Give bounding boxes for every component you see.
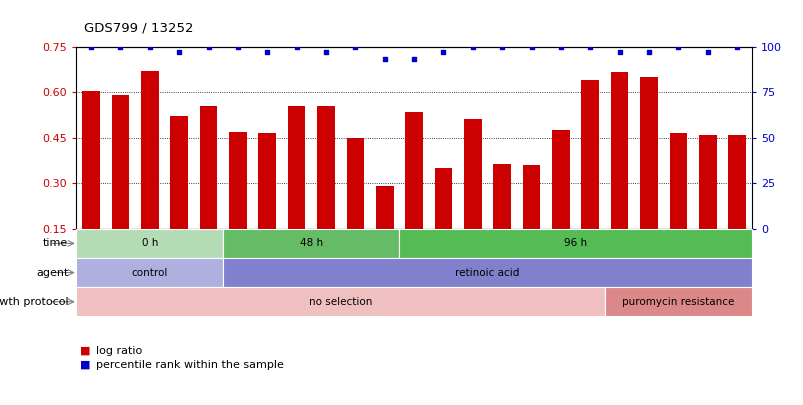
Point xyxy=(554,43,567,50)
Bar xyxy=(76,229,223,258)
Point xyxy=(173,49,185,55)
Bar xyxy=(112,95,129,229)
Bar xyxy=(223,229,399,258)
Text: no selection: no selection xyxy=(308,297,372,307)
Text: time: time xyxy=(43,239,68,248)
Bar xyxy=(581,80,598,229)
Point xyxy=(260,49,273,55)
Text: ■: ■ xyxy=(80,360,91,370)
Point xyxy=(671,43,684,50)
Bar xyxy=(399,229,751,258)
Text: 0 h: 0 h xyxy=(141,239,157,248)
Bar xyxy=(76,287,604,316)
Bar xyxy=(170,117,188,229)
Text: 96 h: 96 h xyxy=(563,239,586,248)
Point xyxy=(583,43,596,50)
Bar xyxy=(552,130,569,229)
Bar xyxy=(376,186,393,229)
Point xyxy=(84,43,97,50)
Point xyxy=(319,49,332,55)
Point xyxy=(114,43,127,50)
Point xyxy=(290,43,303,50)
Bar xyxy=(698,134,715,229)
Text: ■: ■ xyxy=(80,346,91,356)
Bar xyxy=(82,91,100,229)
Bar xyxy=(223,258,751,287)
Point xyxy=(613,49,626,55)
Point xyxy=(437,49,450,55)
Text: control: control xyxy=(132,268,168,277)
Bar xyxy=(316,106,334,229)
Text: agent: agent xyxy=(36,268,68,277)
Bar xyxy=(639,77,657,229)
Point xyxy=(377,56,390,62)
Point xyxy=(700,49,713,55)
Text: log ratio: log ratio xyxy=(96,346,143,356)
Text: puromycin resistance: puromycin resistance xyxy=(622,297,734,307)
Bar xyxy=(522,165,540,229)
Bar xyxy=(604,287,751,316)
Point xyxy=(495,43,508,50)
Bar xyxy=(76,258,223,287)
Bar xyxy=(258,133,275,229)
Text: 48 h: 48 h xyxy=(300,239,323,248)
Bar xyxy=(728,134,745,229)
Point xyxy=(642,49,654,55)
Bar xyxy=(405,112,422,229)
Bar xyxy=(229,132,247,229)
Bar xyxy=(199,106,217,229)
Text: GDS799 / 13252: GDS799 / 13252 xyxy=(84,21,194,34)
Point xyxy=(202,43,214,50)
Point xyxy=(730,43,743,50)
Point xyxy=(349,43,361,50)
Text: retinoic acid: retinoic acid xyxy=(454,268,519,277)
Point xyxy=(407,56,420,62)
Bar xyxy=(463,119,481,229)
Bar xyxy=(141,71,158,229)
Text: percentile rank within the sample: percentile rank within the sample xyxy=(96,360,284,370)
Bar xyxy=(346,138,364,229)
Bar xyxy=(610,72,628,229)
Text: growth protocol: growth protocol xyxy=(0,297,68,307)
Bar xyxy=(493,164,511,229)
Point xyxy=(466,43,479,50)
Point xyxy=(524,43,537,50)
Point xyxy=(231,43,244,50)
Bar xyxy=(669,133,687,229)
Bar xyxy=(287,106,305,229)
Bar xyxy=(434,168,451,229)
Point xyxy=(143,43,156,50)
